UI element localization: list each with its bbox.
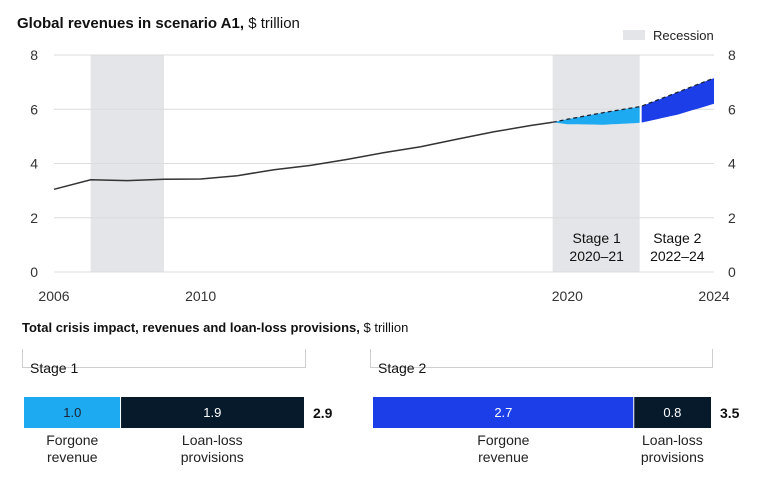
y-tick-right: 4 [728, 156, 736, 172]
segment-label-line1: Forgone [46, 432, 98, 448]
stage-total: 3.5 [720, 405, 740, 421]
y-tick-left: 2 [30, 210, 38, 226]
stage1-bracket [22, 349, 306, 368]
legend-label: Recession [653, 28, 714, 43]
y-tick-right: 2 [728, 210, 736, 226]
segment-label-line1: Loan-loss [182, 432, 243, 448]
bar-segment [633, 397, 711, 428]
bar-segment [373, 397, 634, 428]
segment-label-line2: provisions [181, 449, 244, 465]
stage-label-period: 2020–21 [569, 248, 624, 264]
bar-value-label: 1.0 [63, 405, 81, 420]
chart-unit: $ trillion [248, 15, 300, 32]
y-tick-left: 6 [30, 101, 38, 117]
segment-label-line2: provisions [641, 449, 704, 465]
stage1-gap-area [552, 106, 641, 125]
y-tick-left: 0 [30, 264, 38, 280]
stage2-bracket [370, 349, 713, 368]
x-tick: 2020 [552, 288, 583, 304]
x-tick: 2006 [38, 288, 69, 304]
bar-value-label: 2.7 [494, 405, 512, 420]
stage-total: 2.9 [313, 405, 333, 421]
y-tick-right: 8 [728, 47, 736, 63]
segment-label-line2: revenue [47, 449, 98, 465]
pre-crisis-projection-line [552, 77, 715, 123]
x-tick: 2024 [698, 288, 729, 304]
revenue-line [53, 121, 553, 191]
legend-swatch [623, 30, 645, 40]
y-tick-left: 4 [30, 156, 38, 172]
y-tick-right: 6 [728, 101, 736, 117]
bar-chart-unit: $ trillion [363, 320, 409, 335]
stage2-gap-area [640, 78, 714, 123]
line-chart: 0 0 2 2 4 4 6 6 8 8 2006 2010 2020 2024 Stage 1 2020–21… [30, 28, 736, 304]
stage-label-name: Stage 2 [653, 230, 701, 246]
segment-label-line2: revenue [478, 449, 529, 465]
x-tick: 2010 [185, 288, 216, 304]
stage-group-name: Stage 2 [378, 360, 426, 376]
bar-segment [24, 397, 121, 428]
stage-label-name: Stage 1 [573, 230, 621, 246]
segment-label-line1: Loan-loss [642, 432, 703, 448]
segment-label-line1: Forgone [477, 432, 529, 448]
y-tick-right: 0 [728, 264, 736, 280]
bar-value-label: 1.9 [203, 405, 221, 420]
bar-chart: Stage 11.0Forgonerevenue1.9Loan-lossprov… [24, 360, 740, 465]
stage-label-period: 2022–24 [650, 248, 705, 264]
bar-chart-title: Total crisis impact, revenues and loan-l… [22, 320, 409, 335]
bar-value-label: 0.8 [663, 405, 681, 420]
bar-segment [120, 397, 304, 428]
stage-group-name: Stage 1 [30, 360, 78, 376]
chart-title: Global revenues in scenario A1, $ trilli… [17, 15, 300, 32]
y-tick-left: 8 [30, 47, 38, 63]
